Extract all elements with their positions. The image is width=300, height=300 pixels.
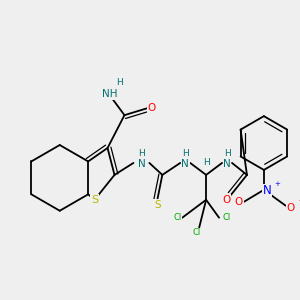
Text: H: H xyxy=(224,149,230,158)
Text: N: N xyxy=(262,184,271,197)
Text: Cl: Cl xyxy=(192,228,200,237)
Text: N: N xyxy=(181,159,189,169)
Text: +: + xyxy=(274,181,280,187)
Text: NH: NH xyxy=(102,89,117,99)
Text: Cl: Cl xyxy=(173,213,182,222)
Text: S: S xyxy=(154,200,160,210)
Text: O: O xyxy=(235,197,243,207)
Text: S: S xyxy=(91,195,98,205)
Text: H: H xyxy=(116,78,123,87)
Text: H: H xyxy=(182,149,189,158)
Text: O: O xyxy=(147,103,155,113)
Text: Cl: Cl xyxy=(223,213,231,222)
Text: H: H xyxy=(138,149,145,158)
Text: H: H xyxy=(203,158,209,167)
Text: O: O xyxy=(222,195,230,205)
Text: N: N xyxy=(137,159,145,169)
Text: -: - xyxy=(298,197,300,203)
Text: N: N xyxy=(223,159,231,169)
Text: O: O xyxy=(286,203,295,213)
